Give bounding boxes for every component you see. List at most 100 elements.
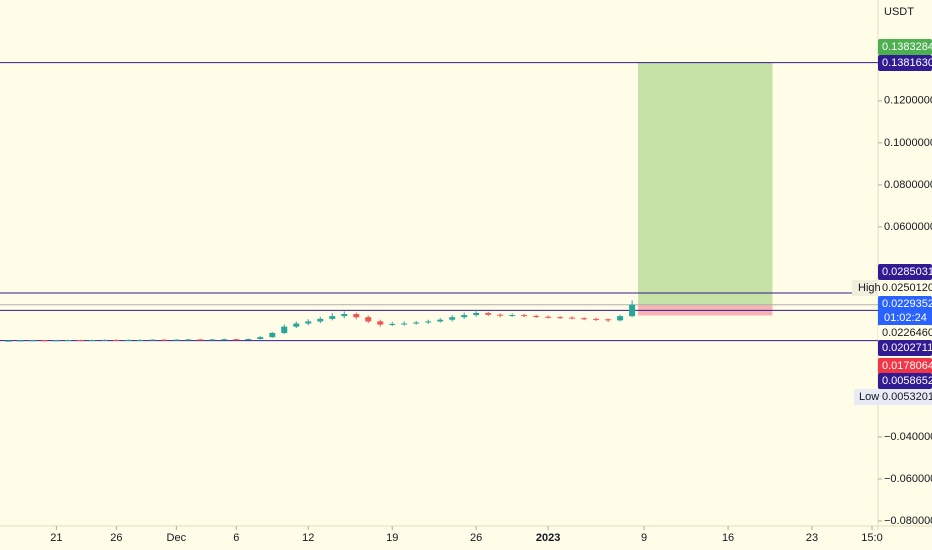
candle-body [245,339,252,341]
x-tick-label: 6 [233,532,239,544]
candle-body [293,323,300,327]
level-badge: 0.1381630 [882,57,932,69]
profit-zone [638,62,773,305]
candle-body [425,321,432,323]
x-tick-label: 21 [50,532,62,544]
candle-body [41,340,48,342]
last-price: 0.0229352 [882,298,932,310]
candle-body [533,315,540,317]
target-badge-bg [878,39,932,55]
candle-body [77,340,84,342]
candle-body [101,339,108,341]
x-tick-label: 26 [110,532,122,544]
y-tick-label: 0.0800000 [884,179,932,191]
candle-body [413,322,420,324]
candle-body [341,314,348,317]
x-tick-label: 9 [641,532,647,544]
marker-badge: 0.0226460 [882,327,932,339]
x-tick-label: 12 [302,532,314,544]
x-tick-label: Dec [167,532,187,544]
x-tick-label: 26 [470,532,482,544]
low-badge: 0.0053201 [882,391,932,403]
candle-body [233,339,240,341]
candle-body [569,317,576,319]
y-tick-label: 0.1000000 [884,137,932,149]
candle-body [197,339,204,341]
stop-badge-bg [878,358,932,374]
stop-badge: 0.0178064 [882,360,932,372]
candle-body [485,313,492,315]
candle-body [629,304,636,317]
candle-body [5,340,12,342]
candle-body [449,317,456,320]
candle-body [389,323,396,325]
candle-body [281,326,288,333]
candle-body [89,340,96,342]
candle-body [161,339,168,341]
candle-body [65,340,72,342]
level-badge-bg [878,373,932,389]
candle-body [17,340,24,342]
low-tag: Low [859,391,879,403]
candle-body [617,316,624,321]
level-badge: 0.0202711 [882,342,932,354]
candle-body [149,339,156,341]
last-price-bg [878,296,932,326]
candle-body [113,339,120,341]
candle-body [137,339,144,341]
candle-body [209,339,216,341]
x-tick-label: 15:0 [861,532,882,544]
y-tick-label: 0.1200000 [884,95,932,107]
countdown: 01:02:24 [884,312,927,324]
candle-body [173,339,180,341]
x-tick-label: 19 [386,532,398,544]
y-tick-label: −0.0600000 [884,473,932,485]
candle-body [605,319,612,321]
candle-body [521,315,528,317]
candle-body [53,340,60,342]
candle-body [353,314,360,318]
candle-body [125,339,132,341]
candle-body [305,321,312,324]
target-badge: 0.1383284 [882,41,932,53]
candle-body [461,315,468,318]
candle-body [365,317,372,322]
candle-body [269,332,276,338]
candle-body [497,314,504,316]
level-badge: 0.0058652 [882,375,932,387]
candle-body [29,340,36,342]
low-badge-bg [878,389,932,405]
level-badge-bg [878,264,932,280]
y-tick-label: 0.0600000 [884,221,932,233]
currency: USDT [884,6,914,18]
candle-body [257,337,264,340]
high-badge-bg [878,280,932,296]
candle-body [329,316,336,319]
candle-body [545,316,552,318]
candle-body [581,318,588,320]
candle-body [473,313,480,316]
candle-body [317,318,324,322]
candle-body [401,323,408,325]
x-tick-label: 16 [722,532,734,544]
level-badge-bg [878,340,932,356]
high-tag-bg [852,280,878,296]
x-tick-label: 2023 [536,532,560,544]
x-tick-label: 23 [806,532,818,544]
candle-body [185,339,192,341]
high-badge: 0.0250120 [882,282,932,294]
candle-body [377,321,384,325]
y-tick-label: −0.0400000 [884,431,932,443]
candle-body [437,319,444,322]
candle-body [221,339,228,341]
candle-body [557,317,564,319]
candle-body [509,315,516,317]
level-badge-bg [878,55,932,71]
candle-body [593,318,600,320]
marker-badge-bg [878,325,932,341]
high-tag: High [858,282,881,294]
level-badge: 0.0285031 [882,266,932,278]
y-tick-label: −0.0800000 [884,515,932,527]
